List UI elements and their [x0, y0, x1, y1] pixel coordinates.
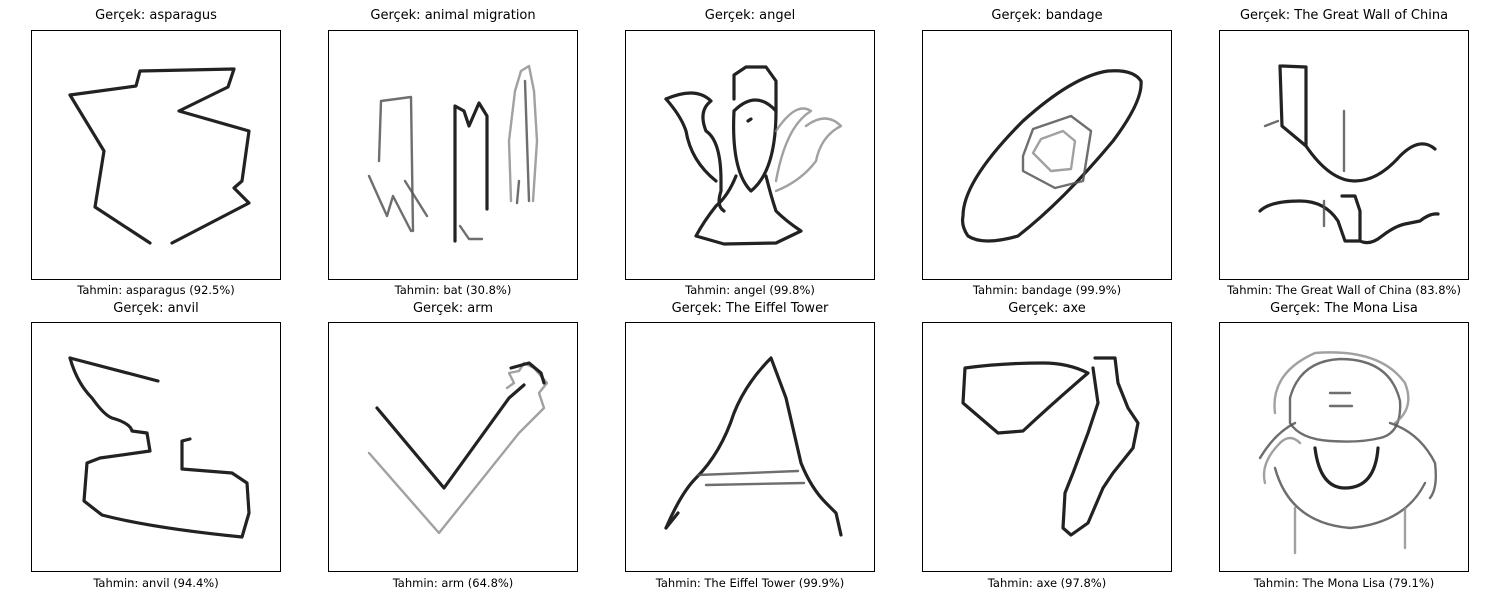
- panel-title: Gerçek: animal migration: [370, 8, 536, 23]
- angel-sketch-icon: [664, 65, 843, 246]
- panel-caption: Tahmin: The Mona Lisa (79.1%): [1253, 576, 1435, 590]
- panel-title: Gerçek: arm: [412, 301, 494, 316]
- sketch-frame: [625, 30, 875, 280]
- panel-title: Gerçek: anvil: [113, 301, 199, 316]
- mona-lisa-sketch-icon: [1258, 351, 1438, 555]
- great-wall-sketch-icon: [1258, 64, 1440, 245]
- panel-title: Gerçek: angel: [704, 8, 796, 23]
- panel-caption: Tahmin: arm (64.8%): [392, 576, 514, 590]
- asparagus-sketch-icon: [68, 67, 251, 245]
- panel-caption: Tahmin: The Eiffel Tower (99.9%): [655, 576, 845, 590]
- panel-caption: Tahmin: axe (97.8%): [987, 576, 1107, 590]
- sketch-frame: [328, 322, 578, 572]
- panel-title: Gerçek: bandage: [991, 8, 1103, 23]
- panel-title: Gerçek: The Eiffel Tower: [671, 301, 829, 316]
- sketch-frame: [1219, 30, 1469, 280]
- panel-caption: Tahmin: angel (99.8%): [685, 283, 815, 297]
- sketch-frame: [922, 322, 1172, 572]
- animal-migration-sketch-icon: [367, 64, 539, 243]
- eiffel-tower-sketch-icon: [664, 356, 843, 537]
- panel-caption: Tahmin: asparagus (92.5%): [77, 283, 235, 297]
- panel-title: Gerçek: The Great Wall of China: [1239, 8, 1449, 23]
- axe-sketch-icon: [961, 356, 1140, 537]
- panel-caption: Tahmin: anvil (94.4%): [93, 576, 219, 590]
- anvil-sketch-icon: [68, 356, 251, 539]
- panel-caption: Tahmin: The Great Wall of China (83.8%): [1227, 283, 1461, 297]
- sketch-frame: [922, 30, 1172, 280]
- arm-sketch-icon: [367, 361, 549, 535]
- sketch-frame: [31, 30, 281, 280]
- sketch-frame: [625, 322, 875, 572]
- sketch-frame: [31, 322, 281, 572]
- sketch-frame: [1219, 322, 1469, 572]
- panel-caption: Tahmin: bandage (99.9%): [972, 283, 1122, 297]
- panel-title: Gerçek: asparagus: [95, 8, 217, 23]
- bandage-sketch-icon: [960, 69, 1143, 243]
- panel-title: Gerçek: axe: [1008, 301, 1086, 316]
- panel-title: Gerçek: The Mona Lisa: [1270, 301, 1418, 316]
- sketch-frame: [328, 30, 578, 280]
- panel-caption: Tahmin: bat (30.8%): [394, 283, 512, 297]
